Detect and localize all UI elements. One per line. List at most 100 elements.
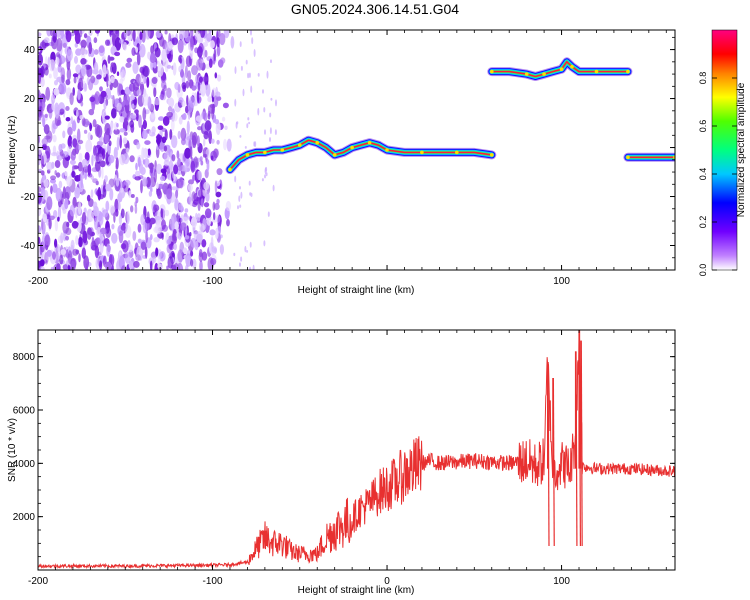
noise-blob (118, 230, 124, 244)
signal-hotspot (542, 72, 546, 76)
noise-blob (62, 130, 66, 139)
signal-hotspot (559, 67, 564, 71)
noise-blob (144, 158, 150, 168)
noise-blob (198, 76, 203, 83)
noise-blob (99, 242, 104, 254)
snr-xlabel: Height of straight line (km) (298, 585, 415, 596)
noise-blob (112, 95, 115, 109)
noise-blob (56, 30, 60, 35)
noise-blob (161, 219, 166, 230)
noise-speck (245, 59, 248, 65)
noise-blob (116, 71, 120, 76)
noise-blob (80, 47, 86, 60)
noise-blob (98, 211, 104, 226)
noise-blob (113, 146, 118, 160)
noise-blob (135, 196, 139, 204)
noise-blob (179, 30, 186, 40)
snr-axes: -200 -100 0 100 2000 4000 6000 8000 (13, 329, 675, 587)
noise-blob (204, 120, 212, 132)
noise-blob (191, 65, 198, 76)
noise-blob (120, 208, 125, 219)
noise-blob (170, 216, 175, 230)
noise-blob (126, 210, 130, 225)
spectrogram-plot-area (38, 30, 675, 270)
noise-blob (135, 46, 139, 53)
noise-blob (141, 129, 148, 140)
noise-blob (55, 172, 61, 178)
snr-series-line (38, 340, 675, 570)
noise-blob (199, 223, 205, 233)
noise-blob (122, 153, 130, 165)
colorbar-tick-label: 0.8 (698, 72, 708, 85)
noise-blob (48, 107, 53, 119)
noise-blob (67, 250, 73, 265)
noise-blob (92, 69, 99, 75)
noise-blob (107, 80, 111, 85)
noise-blob (189, 190, 192, 205)
noise-blob (211, 106, 215, 120)
noise-blob (132, 81, 140, 91)
noise-blob (186, 95, 189, 106)
noise-blob (149, 217, 156, 225)
noise-blob (104, 132, 109, 144)
noise-blob (59, 108, 65, 115)
noise-blob (203, 202, 210, 208)
noise-blob (148, 129, 153, 136)
noise-blob (62, 186, 66, 200)
noise-blob (220, 57, 226, 64)
noise-blob (209, 229, 216, 236)
noise-speck (248, 72, 251, 79)
noise-blob (140, 241, 147, 250)
noise-blob (211, 87, 216, 98)
signal-hotspot (455, 150, 459, 155)
noise-speck (266, 70, 269, 79)
noise-blob (159, 250, 166, 262)
noise-blob (134, 204, 138, 214)
noise-blob (203, 131, 209, 140)
signal-hotspot (626, 155, 630, 160)
noise-blob (207, 96, 213, 103)
noise-blob (166, 188, 173, 200)
signal-hotspot (594, 69, 599, 74)
noise-blob (199, 260, 203, 270)
noise-blob (225, 200, 232, 212)
noise-blob (162, 116, 170, 126)
noise-blob (183, 247, 188, 255)
noise-blob (100, 90, 107, 98)
noise-blob (77, 144, 81, 151)
noise-blob (189, 37, 194, 51)
signal-hotspot (315, 140, 320, 145)
noise-blob (99, 260, 103, 270)
noise-blob (109, 121, 114, 131)
noise-blob (197, 126, 203, 131)
noise-blob (191, 131, 198, 146)
noise-blob (102, 64, 107, 78)
noise-blob (190, 30, 194, 39)
noise-blob (197, 197, 201, 212)
noise-blob (42, 213, 48, 223)
noise-blob (41, 234, 46, 248)
noise-speck (270, 97, 273, 101)
noise-blob (199, 156, 203, 162)
noise-blob (150, 110, 156, 119)
noise-speck (248, 180, 251, 186)
snr-plot-area (38, 330, 675, 570)
noise-blob (205, 191, 210, 202)
noise-blob (178, 65, 182, 73)
noise-blob (124, 179, 131, 186)
noise-blob (112, 178, 116, 186)
noise-blob (75, 48, 82, 56)
noise-blob (89, 124, 93, 129)
noise-blob (115, 30, 120, 39)
noise-blob (64, 46, 70, 55)
signal-hotspot (228, 167, 232, 172)
noise-blob (87, 164, 92, 176)
noise-blob (80, 179, 83, 189)
noise-blob (96, 125, 103, 138)
noise-blob (139, 74, 145, 85)
signal-hotspot (626, 69, 630, 74)
noise-blob (110, 62, 115, 68)
noise-blob (166, 238, 172, 245)
